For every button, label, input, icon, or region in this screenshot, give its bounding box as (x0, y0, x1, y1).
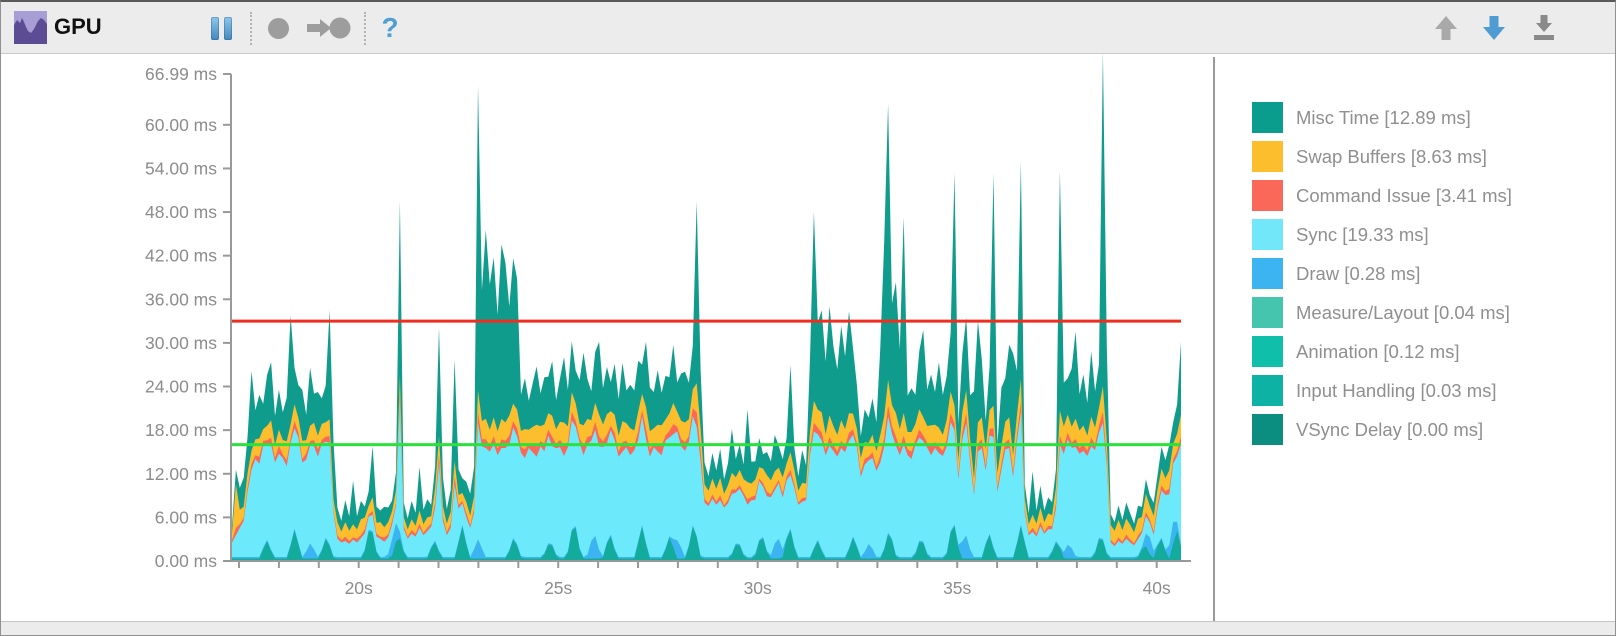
attach-button[interactable] (301, 2, 357, 54)
y-axis-label: 18.00 ms (145, 420, 217, 440)
export-icon (1534, 15, 1554, 40)
legend-item: Command Issue [3.41 ms] (1252, 180, 1512, 211)
legend-label: VSync Delay [0.00 ms] (1296, 418, 1484, 440)
legend-label: Swap Buffers [8.63 ms] (1296, 145, 1487, 167)
legend-item: Swap Buffers [8.63 ms] (1252, 141, 1512, 172)
y-axis-label: 42.00 ms (145, 246, 217, 266)
legend-label: Draw [0.28 ms] (1296, 262, 1421, 284)
area-misc-time (232, 51, 1181, 562)
y-axis-label: 30.00 ms (145, 333, 217, 353)
legend-item: Draw [0.28 ms] (1252, 258, 1512, 289)
legend-item: Animation [0.12 ms] (1252, 336, 1512, 367)
x-axis-label: 30s (744, 578, 772, 598)
scroll-up-button[interactable] (1429, 2, 1463, 54)
legend-label: Animation [0.12 ms] (1296, 340, 1460, 362)
y-axis-label: 66.99 ms (145, 64, 217, 84)
legend-label: Command Issue [3.41 ms] (1296, 184, 1512, 206)
legend-item: Misc Time [12.89 ms] (1252, 102, 1512, 133)
legend-swatch (1252, 219, 1283, 250)
legend-item: Sync [19.33 ms] (1252, 219, 1512, 250)
toolbar-separator (250, 12, 252, 45)
pause-button[interactable] (201, 2, 241, 54)
legend-swatch (1252, 102, 1283, 133)
legend-item: VSync Delay [0.00 ms] (1252, 414, 1512, 445)
y-axis-label: 54.00 ms (145, 158, 217, 178)
x-axis-label: 40s (1143, 578, 1171, 598)
y-axis-label: 24.00 ms (145, 377, 217, 397)
x-axis-label: 20s (345, 578, 373, 598)
legend-label: Input Handling [0.03 ms] (1296, 379, 1497, 401)
legend-label: Measure/Layout [0.04 ms] (1296, 301, 1510, 323)
chart-legend-divider (1213, 57, 1215, 624)
legend-swatch (1252, 297, 1283, 328)
panel-title: GPU (54, 14, 102, 39)
gpu-monitor-icon (14, 11, 47, 44)
y-axis-label: 36.00 ms (145, 289, 217, 309)
legend-swatch (1252, 414, 1283, 445)
y-axis-label: 12.00 ms (145, 464, 217, 484)
attach-icon (307, 17, 351, 39)
legend-label: Sync [19.33 ms] (1296, 223, 1429, 245)
y-axis-label: 48.00 ms (145, 202, 217, 222)
arrow-down-icon (1483, 16, 1505, 40)
arrow-up-icon (1435, 16, 1457, 40)
scroll-down-button[interactable] (1477, 2, 1511, 54)
x-axis-label: 25s (544, 578, 572, 598)
help-icon: ? (381, 12, 399, 43)
legend-swatch (1252, 180, 1283, 211)
toolbar: GPU ? (1, 2, 1615, 54)
area-vsync-delay-input-handling-animation-measure-layout (232, 526, 1181, 561)
toolbar-separator (364, 12, 366, 45)
x-axis-label: 35s (943, 578, 971, 598)
legend-label: Misc Time [12.89 ms] (1296, 106, 1471, 128)
legend-item: Input Handling [0.03 ms] (1252, 375, 1512, 406)
help-button[interactable]: ? (371, 2, 409, 54)
y-axis-label: 6.00 ms (155, 507, 217, 527)
legend-item: Measure/Layout [0.04 ms] (1252, 297, 1512, 328)
y-axis-label: 60.00 ms (145, 115, 217, 135)
y-axis-label: 0.00 ms (155, 551, 217, 571)
area-sync (232, 401, 1181, 561)
legend-swatch (1252, 258, 1283, 289)
legend-swatch (1252, 375, 1283, 406)
record-icon (267, 17, 289, 39)
pause-icon (210, 16, 219, 40)
save-button[interactable] (1527, 2, 1561, 54)
next-panel-edge (1, 621, 1615, 635)
legend-swatch (1252, 336, 1283, 367)
legend-swatch (1252, 141, 1283, 172)
legend: Misc Time [12.89 ms] Swap Buffers [8.63 m… (1252, 102, 1512, 453)
record-button[interactable] (259, 2, 297, 54)
